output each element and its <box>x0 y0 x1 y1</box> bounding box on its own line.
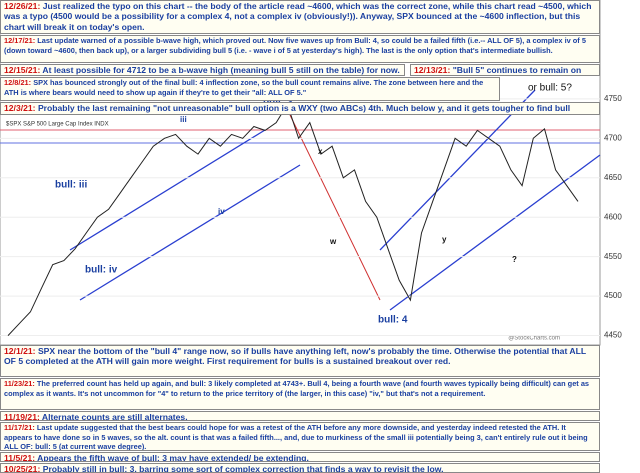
note: 12/13/21: "Bull 5" continues to remain o… <box>410 64 600 76</box>
note-date: 12/26/21: <box>4 1 41 11</box>
wave-label: bull: 4 <box>378 315 408 326</box>
header: $SPX S&P 500 Large Cap Index INDX <box>6 122 109 128</box>
note: 12/3/21: Probably the last remaining "no… <box>0 102 600 115</box>
wave-label: ? <box>512 255 517 264</box>
wave-label: y <box>442 235 447 244</box>
note: 11/23/21: The preferred count has held u… <box>0 378 600 410</box>
note-text: Last update warned of a possible b-wave … <box>4 36 586 55</box>
y-tick-label: 4750 <box>604 94 622 103</box>
note: 12/26/21: Just realized the typo on this… <box>0 0 600 34</box>
note-date: 11/23/21: <box>4 379 35 388</box>
note-text: At least possible for 4712 to be a b-wav… <box>42 65 400 75</box>
note-date: 11/19/21: <box>4 412 40 421</box>
note-date: 12/13/21: <box>414 65 451 75</box>
note-date: 10/25/21: <box>4 464 41 473</box>
wave-label: iii <box>180 115 187 124</box>
wave-label: x <box>318 147 323 156</box>
wave-label: bull: iii <box>55 180 87 191</box>
wave-label: bull: iv <box>85 265 118 276</box>
note-text: Last update suggested that the best bear… <box>4 423 588 451</box>
price-line <box>7 103 579 336</box>
note-text: SPX near the bottom of the "bull 4" rang… <box>4 346 586 367</box>
note-date: 11/17/21: <box>4 423 35 432</box>
note: 11/17/21: Last update suggested that the… <box>0 422 600 451</box>
wave-label: iv <box>218 207 225 216</box>
trend-line <box>379 89 536 251</box>
note: 12/15/21: At least possible for 4712 to … <box>0 64 405 76</box>
note: 11/5/21: Appears the fifth wave of bull:… <box>0 452 600 462</box>
note-text: Just realized the typo on this chart -- … <box>4 1 592 32</box>
note-date: 12/3/21: <box>4 103 36 113</box>
y-tick-label: 4600 <box>604 212 622 221</box>
note: 12/1/21: SPX near the bottom of the "bul… <box>0 345 600 377</box>
note-date: 12/17/21: <box>4 36 36 45</box>
note-text: Probably still in bull: 3, barring some … <box>42 464 444 473</box>
note-text: Alternate counts are still alternates. <box>41 412 188 421</box>
y-tick-label: 4650 <box>604 173 622 182</box>
y-tick-label: 4700 <box>604 133 622 142</box>
y-tick-label: 4500 <box>604 291 622 300</box>
trend-line <box>289 114 381 301</box>
side-note: or bull: 5? <box>528 83 572 94</box>
note: 11/19/21: Alternate counts are still alt… <box>0 411 600 421</box>
note-date: 12/8/21: <box>4 78 32 87</box>
note-text: The preferred count has held up again, a… <box>4 379 590 398</box>
note-date: 12/15/21: <box>4 65 41 75</box>
y-tick-label: 4550 <box>604 252 622 261</box>
trend-line <box>389 154 601 311</box>
note-text: "Bull 5" continues to remain on the tabl… <box>452 65 582 75</box>
note: 10/25/21: Probably still in bull: 3, bar… <box>0 463 600 473</box>
note-text: Appears the fifth wave of bull: 3 may ha… <box>37 453 309 462</box>
trend-line <box>79 164 301 301</box>
note: 12/17/21: Last update warned of a possib… <box>0 35 600 63</box>
note-date: 11/5/21: <box>4 453 36 462</box>
trend-line <box>69 129 266 251</box>
note-text: SPX has bounced strongly out of the fina… <box>4 78 484 97</box>
watermark: @StockCharts.com <box>508 336 560 342</box>
note-date: 12/1/21: <box>4 346 36 356</box>
note: 12/8/21: SPX has bounced strongly out of… <box>0 77 500 101</box>
y-tick-label: 4450 <box>604 331 622 340</box>
note-text: Probably the last remaining "not unreaso… <box>4 103 571 114</box>
wave-label: w <box>329 237 337 246</box>
